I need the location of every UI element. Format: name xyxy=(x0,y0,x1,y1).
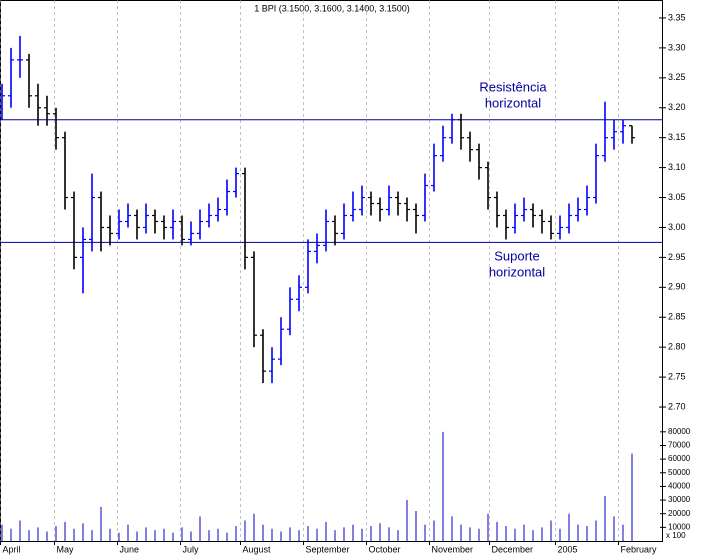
x-tick-label: June xyxy=(120,544,140,554)
y-tick-label: 3.20 xyxy=(668,102,686,112)
x-tick-label: September xyxy=(306,544,350,554)
y-tick-label: 2.90 xyxy=(668,282,686,292)
x-tick-label: July xyxy=(183,544,200,554)
plot-frame xyxy=(0,0,663,542)
y-tick-label: 3.15 xyxy=(668,132,686,142)
y-tick-label: 3.10 xyxy=(668,162,686,172)
volume-tick-label: 40000 xyxy=(668,482,691,491)
y-tick-label: 2.75 xyxy=(668,371,686,381)
annotation: horizontal xyxy=(489,264,545,279)
x-tick-label: December xyxy=(492,544,534,554)
volume-tick-label: 30000 xyxy=(668,495,691,504)
y-tick-label: 3.30 xyxy=(668,42,686,52)
y-tick-label: 3.05 xyxy=(668,192,686,202)
y-tick-label: 3.35 xyxy=(668,12,686,22)
y-tick-label: 2.70 xyxy=(668,401,686,411)
annotation: horizontal xyxy=(485,95,541,110)
x-tick-label: 2005 xyxy=(558,544,578,554)
x-tick-label: November xyxy=(432,544,474,554)
x-tick-label: August xyxy=(243,544,272,554)
volume-tick-label: 60000 xyxy=(668,454,691,463)
y-tick-label: 3.00 xyxy=(668,222,686,232)
y-tick-label: 3.25 xyxy=(668,72,686,82)
volume-tick-label: 50000 xyxy=(668,468,691,477)
x-tick-label: October xyxy=(369,544,401,554)
volume-tick-label: 70000 xyxy=(668,441,691,450)
x-tick-label: February xyxy=(621,544,658,554)
annotation: Resistência xyxy=(479,79,547,94)
x-tick-label: April xyxy=(3,544,21,554)
volume-tick-label: 10000 xyxy=(668,522,691,531)
x-tick-label: May xyxy=(57,544,75,554)
volume-tick-label: 80000 xyxy=(668,427,691,436)
y-tick-label: 2.80 xyxy=(668,342,686,352)
y-tick-label: 2.95 xyxy=(668,252,686,262)
chart-title: 1 BPI (3.1500, 3.1600, 3.1400, 3.1500) xyxy=(254,3,410,13)
volume-unit: x 100 xyxy=(666,531,686,540)
volume-tick-label: 20000 xyxy=(668,509,691,518)
annotation: Suporte xyxy=(494,248,540,263)
y-tick-label: 2.85 xyxy=(668,312,686,322)
